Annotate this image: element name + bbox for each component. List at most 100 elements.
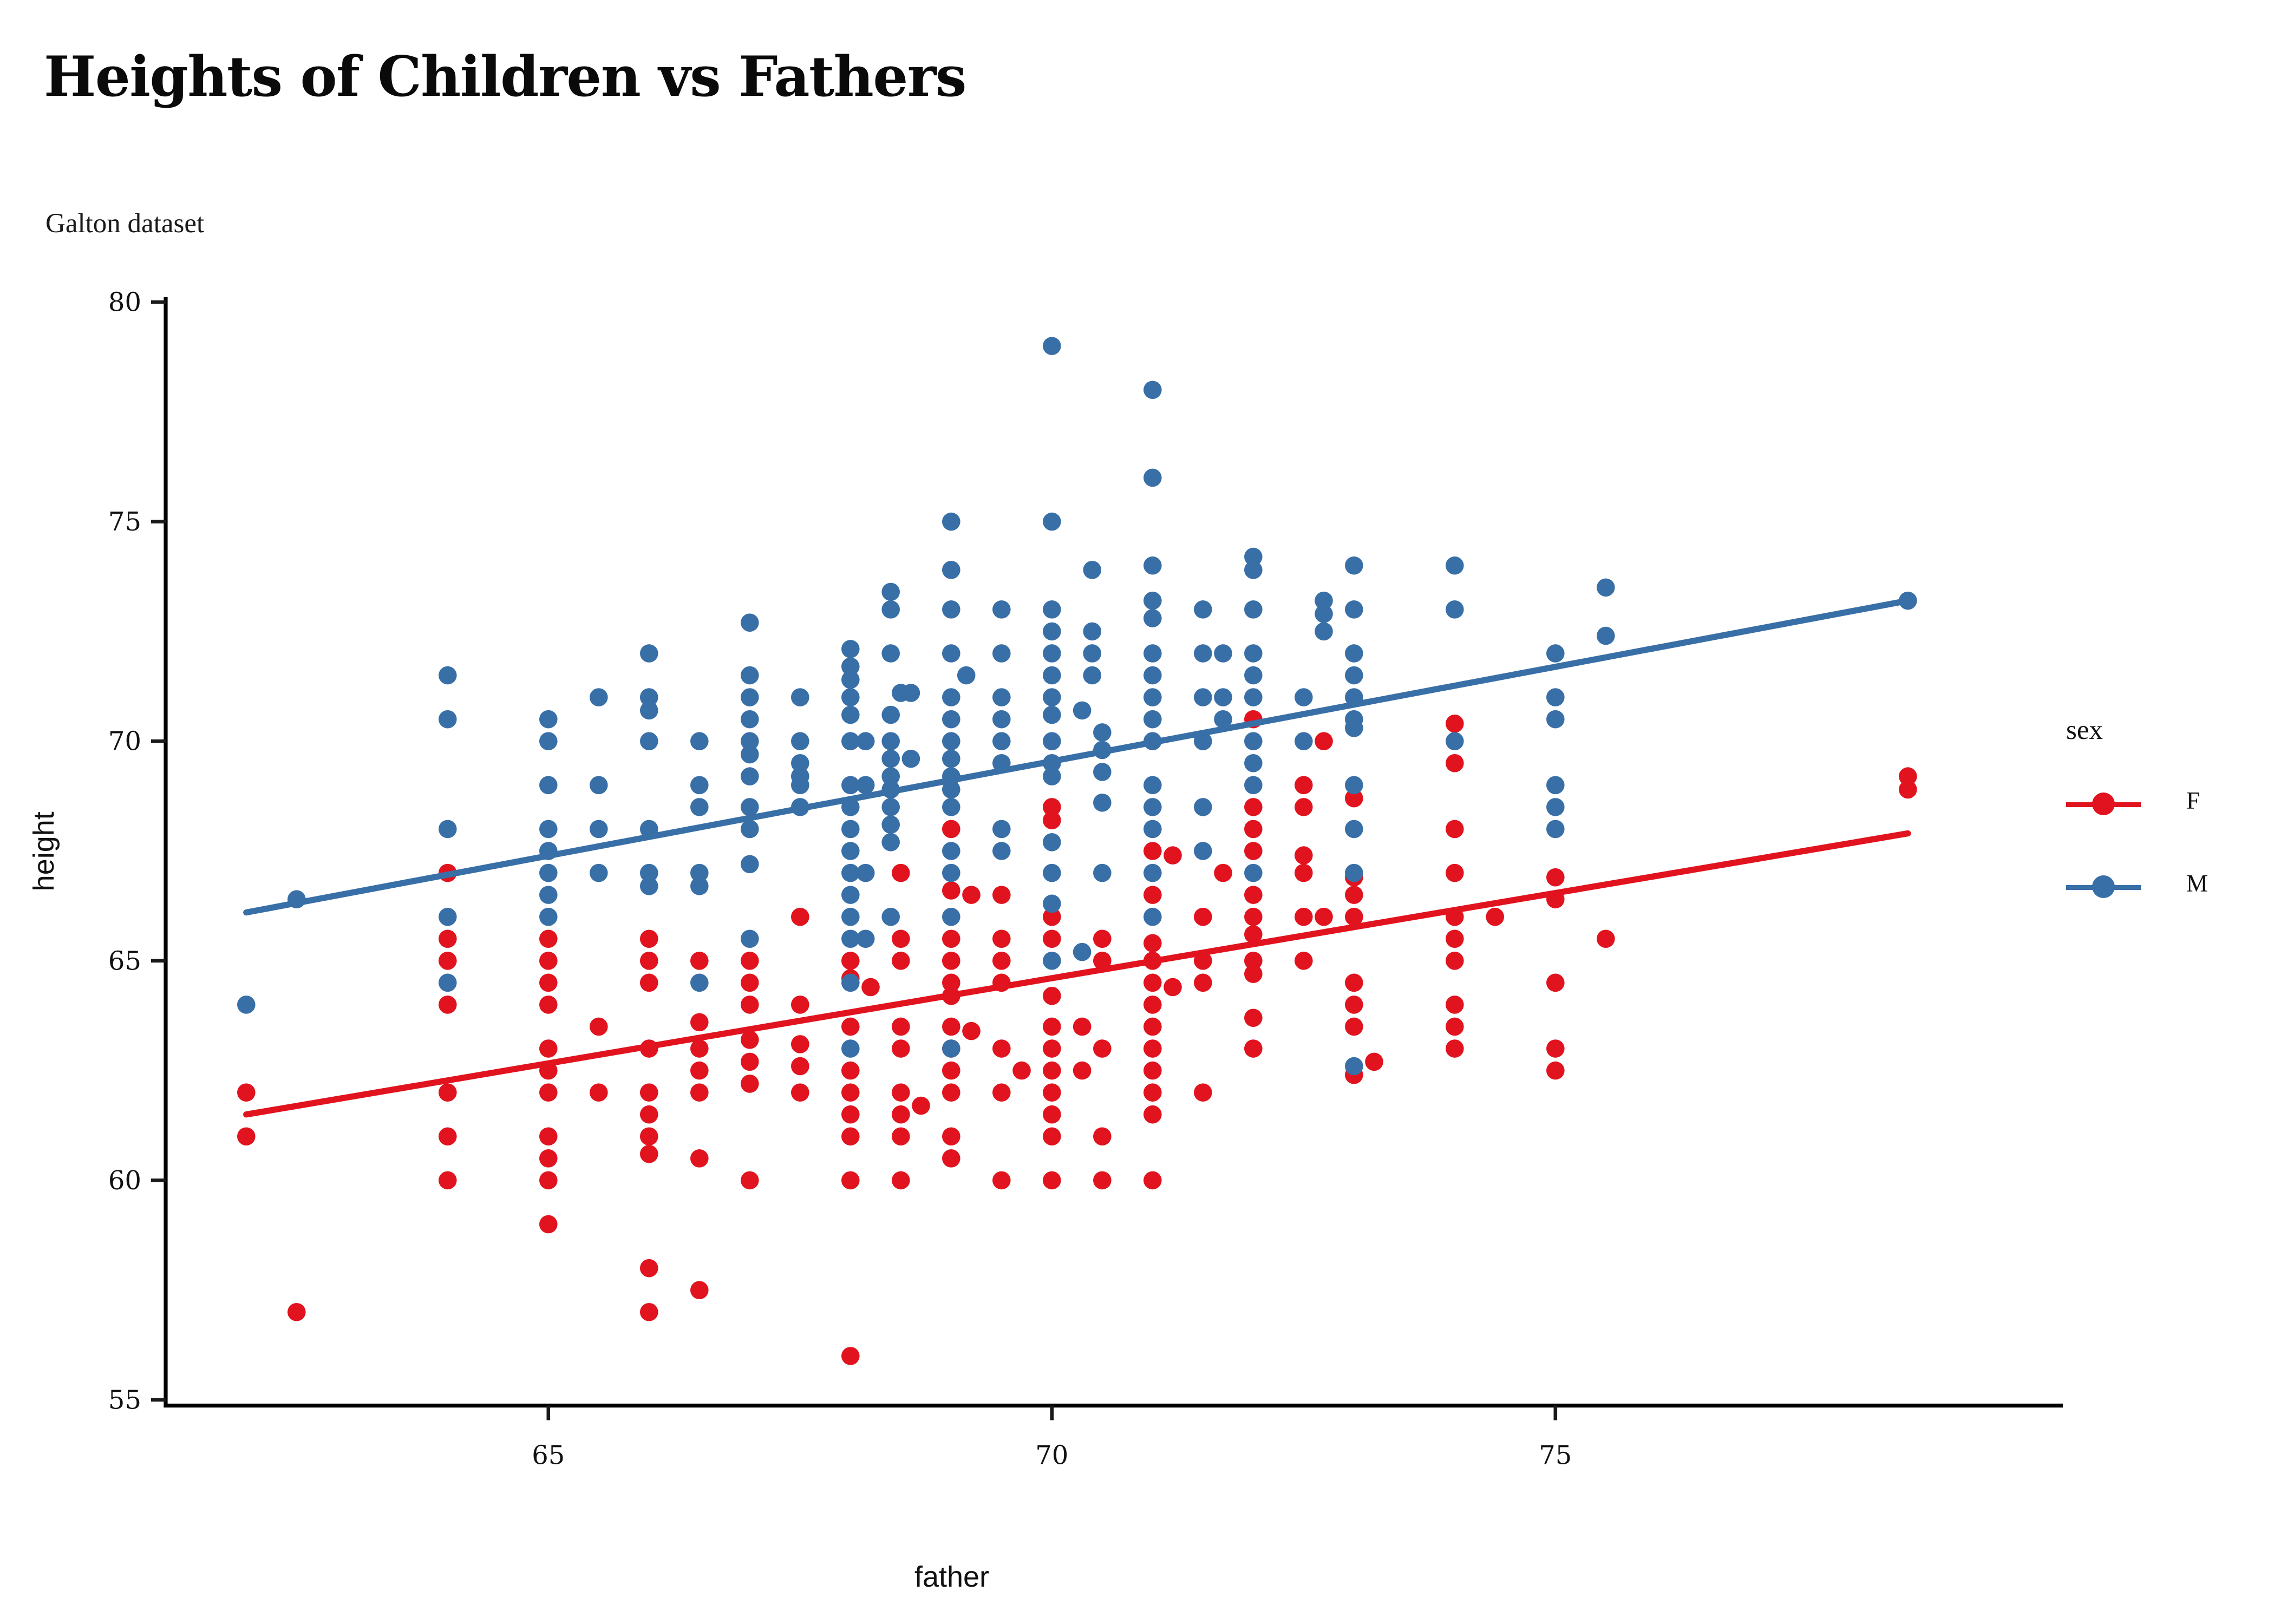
data-point-M: [1143, 591, 1162, 610]
data-point-F: [841, 1017, 860, 1036]
data-point-F: [1446, 820, 1464, 839]
data-point-M: [992, 842, 1011, 860]
data-point-F: [690, 1149, 709, 1168]
data-point-F: [1043, 1061, 1061, 1080]
data-point-F: [841, 1105, 860, 1124]
data-point-M: [1214, 688, 1232, 706]
data-point-M: [590, 863, 608, 882]
x-axis-title: father: [914, 1561, 989, 1593]
data-point-M: [942, 907, 960, 926]
legend: sex F M: [2066, 715, 2208, 955]
x-tick-label: 65: [532, 1440, 565, 1471]
data-point-M: [942, 842, 960, 860]
data-point-M: [1194, 644, 1212, 663]
data-point-F: [1143, 996, 1162, 1014]
data-point-F: [1012, 1061, 1031, 1080]
data-point-F: [1043, 1105, 1061, 1124]
data-point-F: [1345, 973, 1363, 992]
data-point-M: [1143, 381, 1162, 400]
data-point-M: [1083, 644, 1102, 663]
data-point-M: [1345, 666, 1363, 685]
data-point-M: [881, 907, 900, 926]
data-point-F: [861, 978, 880, 997]
data-point-M: [741, 666, 759, 685]
data-point-F: [741, 1171, 759, 1190]
data-point-M: [992, 688, 1011, 706]
data-point-F: [640, 1259, 658, 1278]
data-point-F: [539, 973, 558, 992]
data-point-M: [1143, 820, 1162, 839]
data-point-F: [439, 952, 457, 970]
data-point-F: [791, 996, 809, 1014]
trend-line-M: [243, 597, 1911, 916]
data-point-M: [1345, 863, 1363, 882]
data-point-F: [690, 1281, 709, 1300]
data-point-F: [439, 1083, 457, 1102]
data-point-M: [1315, 591, 1333, 610]
data-point-M: [957, 666, 976, 685]
data-point-M: [791, 732, 809, 750]
data-point-M: [1043, 732, 1061, 750]
data-point-M: [1345, 600, 1363, 619]
data-point-M: [1043, 512, 1061, 531]
data-point-F: [1546, 1061, 1565, 1080]
data-point-M: [1345, 820, 1363, 839]
data-point-M: [1143, 556, 1162, 575]
data-point-M: [1093, 793, 1112, 812]
data-point-M: [791, 688, 809, 706]
data-point-M: [1043, 863, 1061, 882]
data-point-M: [1043, 688, 1061, 706]
chart-subtitle: Galton dataset: [45, 208, 205, 239]
data-point-F: [1194, 1083, 1212, 1102]
y-tick-label: 75: [108, 507, 141, 537]
data-point-M: [841, 973, 860, 992]
data-point-M: [841, 732, 860, 750]
data-point-F: [1164, 978, 1182, 997]
data-point-M: [640, 688, 658, 706]
chart-title: Heights of Children vs Fathers: [44, 45, 966, 110]
data-point-F: [640, 929, 658, 948]
data-point-M: [881, 732, 900, 750]
data-point-M: [992, 732, 1011, 750]
data-point-F: [539, 1171, 558, 1190]
data-point-F: [942, 952, 960, 970]
data-point-M: [1244, 600, 1263, 619]
data-point-M: [1043, 767, 1061, 785]
data-point-F: [539, 1149, 558, 1168]
data-point-M: [1093, 723, 1112, 742]
y-tick-label: 65: [108, 946, 141, 976]
data-point-M: [1093, 763, 1112, 781]
trend-line-F: [243, 830, 1911, 1118]
data-point-M: [1143, 468, 1162, 487]
data-point-M: [1546, 776, 1565, 795]
data-point-F: [942, 1061, 960, 1080]
legend-title: sex: [2066, 715, 2103, 745]
data-point-F: [1043, 929, 1061, 948]
data-point-M: [841, 1039, 860, 1058]
data-point-M: [942, 749, 960, 768]
data-point-M: [1043, 705, 1061, 724]
data-point-M: [1546, 820, 1565, 839]
data-point-M: [439, 710, 457, 729]
data-point-F: [1143, 886, 1162, 904]
data-point-F: [1073, 1061, 1092, 1080]
data-point-F: [1143, 973, 1162, 992]
data-point-F: [1295, 776, 1313, 795]
data-point-M: [1073, 942, 1092, 961]
legend-item-M[interactable]: M: [2066, 872, 2208, 900]
data-point-F: [640, 1302, 658, 1321]
data-point-F: [1244, 820, 1263, 839]
data-point-F: [539, 996, 558, 1014]
data-point-M: [841, 657, 860, 676]
data-point-M: [881, 705, 900, 724]
data-point-F: [1143, 1105, 1162, 1124]
data-point-M: [439, 820, 457, 839]
data-point-F: [942, 1017, 960, 1036]
data-point-M: [640, 644, 658, 663]
data-point-F: [1345, 1017, 1363, 1036]
legend-item-F[interactable]: F: [2066, 789, 2208, 817]
data-point-M: [1073, 701, 1092, 720]
data-point-M: [741, 929, 759, 948]
data-point-M: [1295, 688, 1313, 706]
data-point-F: [237, 1127, 256, 1146]
